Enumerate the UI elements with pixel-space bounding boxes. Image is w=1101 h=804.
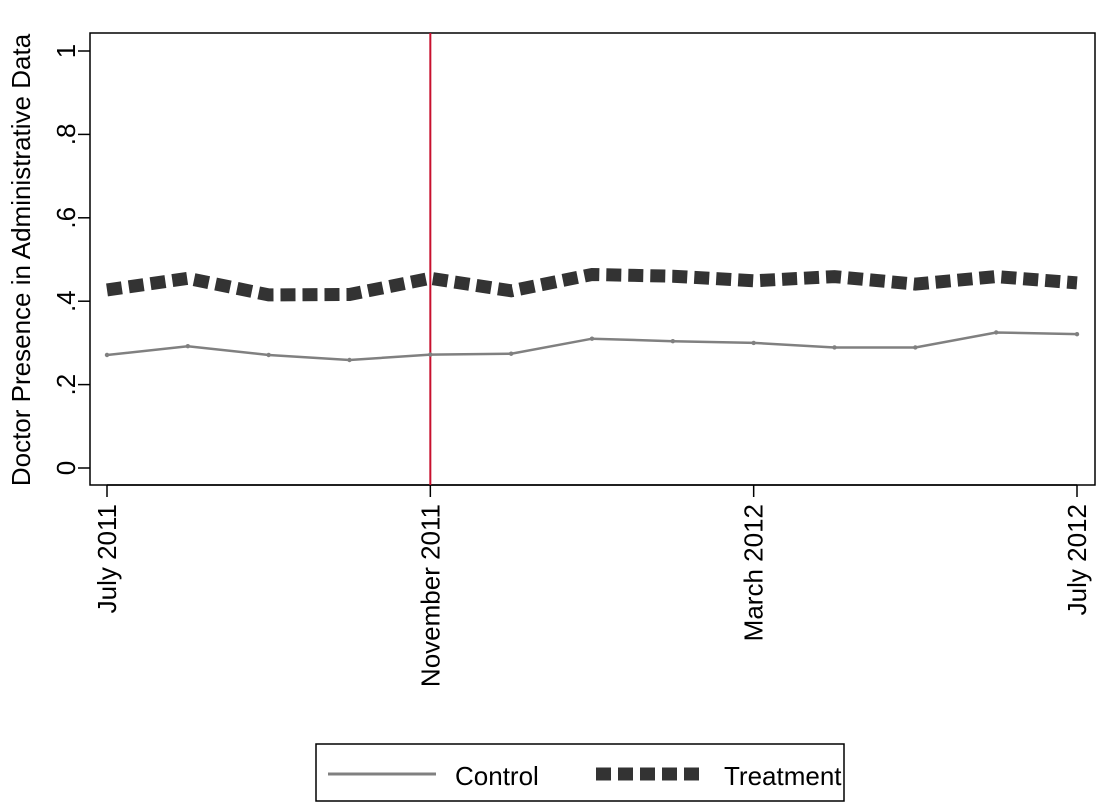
x-axis: July 2011 November 2011 March 2012 July 201… [92, 485, 1092, 687]
data-point-control [589, 336, 595, 341]
y-axis: 0 .2 .4 .6 .8 1 [51, 44, 90, 475]
series-line-treatment [106, 267, 1078, 302]
data-point-control [913, 345, 918, 350]
data-point-control [347, 357, 352, 363]
x-tick-label: March 2012 [739, 504, 769, 641]
y-tick-label: .8 [51, 124, 81, 146]
series-layer [104, 267, 1080, 363]
data-point-control [508, 351, 514, 356]
data-point-control [104, 352, 110, 358]
y-tick-label: .2 [51, 374, 81, 396]
y-tick-label: 1 [51, 44, 81, 58]
data-point-control [1074, 331, 1080, 337]
x-tick-label: July 2012 [1062, 504, 1092, 615]
plot-frame [89, 32, 1096, 486]
data-point-control [832, 345, 837, 350]
data-point-control [266, 352, 271, 358]
legend: Control Treatment [315, 743, 845, 802]
data-point-control [751, 340, 756, 346]
legend-label-control: Control [455, 761, 539, 791]
legend-label-treatment: Treatment [724, 761, 842, 791]
data-point-control [185, 344, 191, 349]
x-tick-label: November 2011 [415, 504, 445, 687]
y-tick-label: 0 [51, 461, 81, 475]
y-tick-label: .6 [51, 207, 81, 229]
data-point-control [428, 352, 433, 357]
data-point-control [993, 330, 999, 335]
y-axis-title: Doctor Presence in Administrative Data [6, 33, 36, 486]
y-tick-label: .4 [51, 290, 81, 312]
data-point-control [670, 339, 676, 344]
x-tick-label: July 2011 [92, 504, 122, 613]
